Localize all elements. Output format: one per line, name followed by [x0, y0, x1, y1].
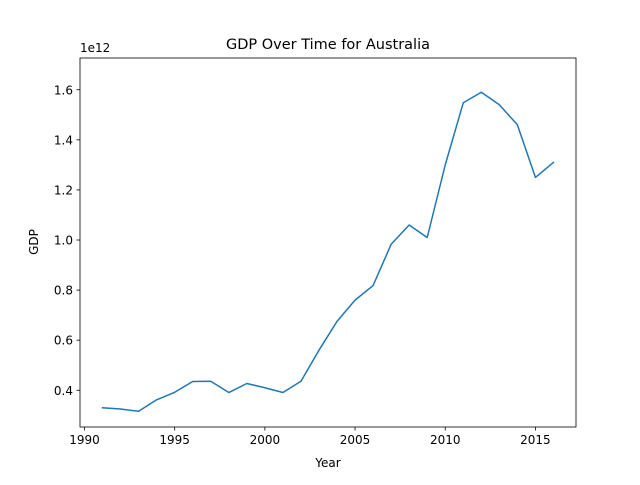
- x-tick-label-2000: 2000: [250, 433, 281, 447]
- y-offset-label: 1e12: [80, 41, 110, 55]
- y-tick-label-5: 1.4: [54, 133, 73, 147]
- chart-title: GDP Over Time for Australia: [226, 37, 430, 53]
- series-line-0: [101, 91, 555, 413]
- x-tick-label-2005: 2005: [340, 433, 371, 447]
- y-tick-label-0: 0.4: [54, 384, 73, 398]
- x-tick-label-1990: 1990: [69, 433, 100, 447]
- axes-frame: [79, 57, 577, 428]
- y-tick-label-3: 1.0: [54, 234, 73, 248]
- x-tick-label-2015: 2015: [520, 433, 551, 447]
- y-tick-label-4: 1.2: [54, 183, 73, 197]
- y-axis-label: GDP: [27, 229, 41, 255]
- x-axis-label: Year: [314, 456, 340, 470]
- y-tick-label-1: 0.6: [54, 334, 73, 348]
- y-tick-label-2: 0.8: [54, 284, 73, 298]
- x-tick-label-1995: 1995: [159, 433, 190, 447]
- x-tick-label-2010: 2010: [430, 433, 461, 447]
- y-tick-label-6: 1.6: [54, 83, 73, 97]
